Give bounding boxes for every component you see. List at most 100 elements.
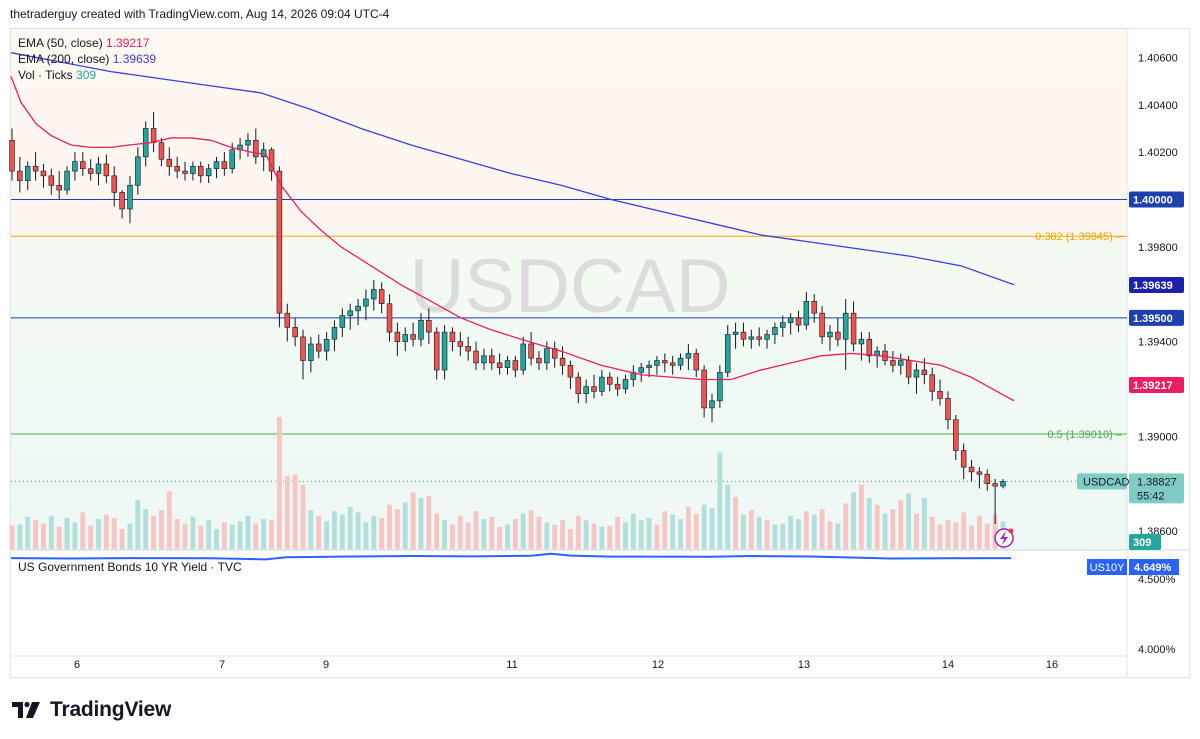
candle[interactable]: [669, 355, 676, 375]
lightning-icon[interactable]: [994, 528, 1014, 548]
candle[interactable]: [56, 171, 62, 200]
candle[interactable]: [898, 353, 904, 375]
candle[interactable]: [418, 313, 424, 347]
candle[interactable]: [135, 147, 141, 195]
candle[interactable]: [968, 460, 975, 482]
candle[interactable]: [528, 332, 534, 366]
candle[interactable]: [205, 163, 212, 183]
candle[interactable]: [433, 327, 440, 380]
candle[interactable]: [607, 372, 613, 392]
candle[interactable]: [363, 289, 369, 321]
candle[interactable]: [842, 298, 849, 371]
candle[interactable]: [158, 137, 165, 167]
candle[interactable]: [960, 443, 967, 479]
candle[interactable]: [465, 336, 471, 361]
legend-volume[interactable]: Vol · Ticks 309: [18, 67, 156, 83]
candle[interactable]: [449, 327, 456, 352]
candle[interactable]: [410, 322, 416, 347]
candle[interactable]: [1000, 478, 1006, 489]
candle[interactable]: [536, 351, 542, 371]
candle[interactable]: [937, 379, 943, 406]
candle[interactable]: [748, 329, 755, 349]
candle[interactable]: [347, 303, 353, 330]
candle[interactable]: [819, 306, 825, 344]
candle[interactable]: [402, 327, 408, 352]
candle[interactable]: [732, 322, 739, 349]
candle[interactable]: [253, 128, 259, 164]
candle[interactable]: [591, 374, 597, 399]
candle[interactable]: [520, 336, 526, 375]
candle[interactable]: [457, 332, 464, 356]
candle[interactable]: [315, 334, 322, 359]
candle[interactable]: [166, 147, 173, 176]
candle[interactable]: [685, 343, 692, 371]
candle[interactable]: [323, 332, 330, 361]
candle[interactable]: [953, 415, 959, 461]
candle[interactable]: [677, 353, 684, 371]
candle[interactable]: [441, 325, 448, 380]
candle[interactable]: [693, 348, 700, 378]
candle[interactable]: [87, 159, 94, 181]
candle[interactable]: [371, 280, 377, 311]
candle[interactable]: [72, 152, 78, 181]
candle[interactable]: [740, 322, 747, 347]
candle[interactable]: [984, 469, 991, 491]
candle[interactable]: [575, 372, 582, 404]
candle[interactable]: [489, 348, 495, 371]
candle[interactable]: [80, 152, 86, 176]
candle[interactable]: [992, 478, 998, 524]
candle[interactable]: [756, 327, 762, 347]
candle[interactable]: [913, 362, 920, 394]
tradingview-footer[interactable]: TradingView: [12, 698, 171, 722]
candle[interactable]: [386, 294, 393, 342]
candle[interactable]: [40, 163, 47, 188]
candle[interactable]: [64, 166, 70, 195]
candle[interactable]: [95, 156, 102, 186]
candle[interactable]: [795, 310, 802, 333]
candle[interactable]: [190, 161, 196, 181]
candle[interactable]: [787, 313, 794, 335]
candle[interactable]: [103, 154, 110, 183]
legend-ema200[interactable]: EMA (200, close) 1.39639: [18, 51, 156, 67]
candle[interactable]: [24, 161, 31, 191]
candle[interactable]: [780, 315, 786, 337]
candle[interactable]: [355, 298, 361, 326]
candle[interactable]: [583, 379, 589, 404]
sub-pane-legend[interactable]: US Government Bonds 10 YR Yield · TVC: [18, 559, 242, 575]
candle[interactable]: [701, 365, 707, 418]
us10y-line[interactable]: [10, 552, 1012, 561]
candle[interactable]: [284, 303, 291, 342]
candle[interactable]: [48, 168, 55, 195]
candle[interactable]: [614, 377, 621, 397]
candle[interactable]: [245, 133, 251, 157]
ema50-line[interactable]: [10, 76, 1015, 402]
candle[interactable]: [622, 374, 629, 394]
candle[interactable]: [339, 308, 346, 337]
ema200-line[interactable]: [10, 52, 1015, 286]
candle[interactable]: [32, 152, 39, 181]
candle[interactable]: [599, 370, 605, 397]
candle[interactable]: [111, 166, 117, 207]
candle[interactable]: [213, 156, 220, 179]
candle[interactable]: [638, 362, 644, 382]
candle[interactable]: [9, 128, 15, 181]
candle[interactable]: [717, 365, 723, 408]
candle[interactable]: [504, 355, 511, 375]
candle[interactable]: [654, 355, 660, 375]
candle[interactable]: [929, 367, 935, 401]
candle[interactable]: [17, 156, 23, 193]
candle[interactable]: [646, 360, 652, 378]
candle[interactable]: [496, 353, 503, 375]
candle[interactable]: [182, 161, 188, 181]
candle[interactable]: [292, 317, 298, 347]
candle[interactable]: [945, 391, 951, 430]
candle[interactable]: [221, 152, 228, 176]
candle[interactable]: [394, 322, 401, 356]
candle[interactable]: [724, 325, 731, 378]
candle[interactable]: [858, 332, 865, 361]
candle[interactable]: [481, 348, 487, 371]
candle[interactable]: [567, 360, 574, 389]
legend-ema50[interactable]: EMA (50, close) 1.39217: [18, 35, 156, 51]
candle[interactable]: [198, 161, 204, 183]
